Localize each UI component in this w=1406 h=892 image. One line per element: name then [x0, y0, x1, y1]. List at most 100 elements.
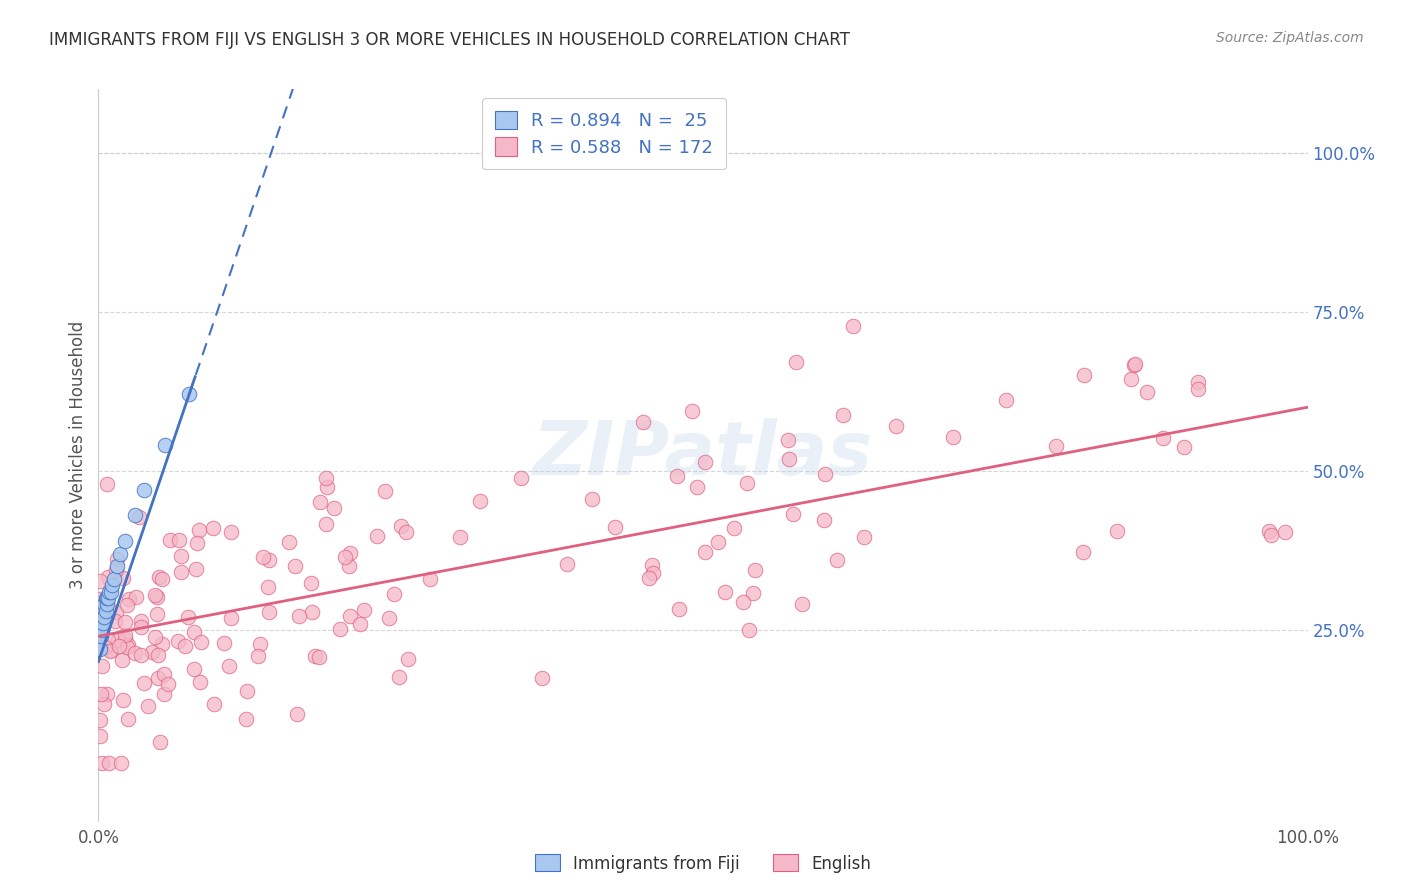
Point [105, 559, 128, 574]
Point [1187, 382, 1209, 396]
Point [785, 355, 807, 369]
Point [96, 591, 118, 605]
Point [202, 698, 225, 712]
Point [89, 639, 111, 653]
Point [884, 418, 907, 433]
Point [308, 495, 330, 509]
Point [141, 645, 163, 659]
Point [104, 605, 127, 619]
Point [97, 633, 120, 648]
Point [117, 598, 139, 612]
Point [94, 640, 117, 654]
Point [329, 622, 352, 636]
Point [93, 697, 115, 711]
Point [308, 649, 330, 664]
Point [170, 549, 193, 563]
Point [714, 585, 737, 599]
Point [105, 552, 128, 566]
Point [349, 617, 371, 632]
Point [100, 580, 122, 594]
Point [377, 611, 399, 625]
Point [738, 624, 761, 638]
Point [605, 519, 627, 533]
Point [150, 572, 173, 586]
Point [132, 675, 155, 690]
Point [257, 605, 280, 619]
Point [792, 597, 814, 611]
Point [98, 756, 121, 771]
Point [148, 569, 170, 583]
Point [91, 615, 114, 630]
Point [219, 611, 242, 625]
Point [89, 641, 111, 656]
Point [685, 480, 707, 494]
Point [100, 584, 122, 599]
Point [1073, 368, 1095, 383]
Point [285, 707, 308, 722]
Point [219, 524, 242, 539]
Point [98, 584, 121, 599]
Point [252, 550, 274, 565]
Point [97, 591, 120, 605]
Point [706, 534, 728, 549]
Point [98, 644, 121, 658]
Point [114, 615, 136, 629]
Point [942, 430, 965, 444]
Point [681, 404, 703, 418]
Point [257, 553, 280, 567]
Point [832, 408, 855, 422]
Point [93, 598, 115, 612]
Point [778, 451, 800, 466]
Point [131, 648, 153, 662]
Point [91, 610, 114, 624]
Point [146, 648, 169, 663]
Point [396, 652, 419, 666]
Text: Source: ZipAtlas.com: Source: ZipAtlas.com [1216, 31, 1364, 45]
Point [246, 649, 269, 664]
Point [93, 610, 115, 624]
Point [735, 476, 758, 491]
Point [666, 468, 689, 483]
Point [419, 572, 441, 586]
Point [150, 637, 173, 651]
Point [146, 591, 169, 605]
Point [184, 562, 207, 576]
Point [179, 387, 201, 401]
Point [170, 565, 193, 579]
Point [112, 692, 135, 706]
Legend: Immigrants from Fiji, English: Immigrants from Fiji, English [529, 847, 877, 880]
Point [90, 687, 112, 701]
Point [277, 534, 299, 549]
Point [212, 636, 235, 650]
Point [1258, 524, 1281, 538]
Text: IMMIGRANTS FROM FIJI VS ENGLISH 3 OR MORE VEHICLES IN HOUSEHOLD CORRELATION CHAR: IMMIGRANTS FROM FIJI VS ENGLISH 3 OR MOR… [49, 31, 851, 49]
Point [723, 521, 745, 535]
Point [90, 629, 112, 643]
Point [323, 501, 346, 516]
Point [1152, 431, 1174, 445]
Point [124, 646, 146, 660]
Point [382, 587, 405, 601]
Point [744, 563, 766, 577]
Point [1123, 357, 1146, 371]
Point [394, 525, 416, 540]
Point [159, 533, 181, 548]
Point [148, 671, 170, 685]
Point [374, 483, 396, 498]
Point [249, 637, 271, 651]
Point [188, 675, 211, 690]
Point [235, 712, 257, 726]
Point [388, 670, 411, 684]
Point [643, 566, 665, 581]
Point [89, 574, 111, 588]
Point [304, 648, 326, 663]
Point [183, 624, 205, 639]
Point [100, 643, 122, 657]
Point [1260, 528, 1282, 542]
Point [152, 666, 174, 681]
Point [89, 729, 111, 743]
Point [470, 494, 492, 508]
Point [315, 517, 337, 532]
Point [284, 559, 307, 574]
Point [852, 530, 875, 544]
